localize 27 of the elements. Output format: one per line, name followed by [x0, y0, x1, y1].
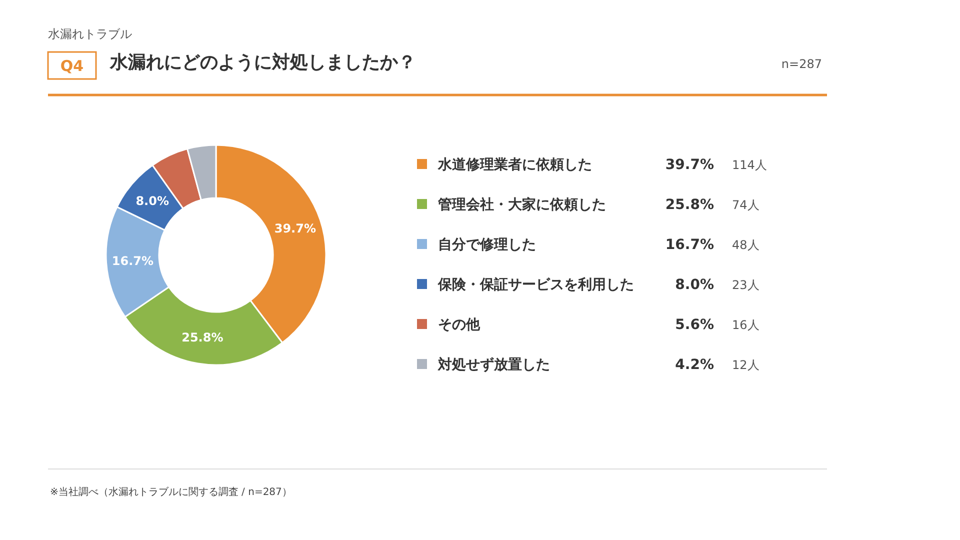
- text: 114人: [732, 158, 767, 172]
- data-label: 5.6%: [675, 317, 714, 333]
- legend-label: 自分で修理した: [438, 237, 536, 253]
- text: Q4: [60, 57, 84, 75]
- legend-label: 対処せず放置した: [437, 356, 550, 373]
- chart-subtitle: 水漏れトラブル: [48, 27, 132, 41]
- text: 12人: [732, 358, 760, 372]
- text: 16.7%: [665, 237, 714, 253]
- legend-label: 保険・保証サービスを利用した: [437, 276, 634, 293]
- text: 25.8%: [665, 197, 714, 213]
- data-label: 8.0%: [136, 194, 169, 208]
- text: 48人: [732, 238, 760, 252]
- data-label: 39.7%: [274, 221, 316, 236]
- data-label: 25.8%: [182, 330, 224, 344]
- legend-label: 管理会社・大家に依頼した: [437, 196, 606, 213]
- text: n=287: [781, 57, 822, 71]
- text: ※当社調べ（水漏れトラブルに関する調査 / n=287）: [50, 486, 292, 498]
- legend-label: 水道修理業者に依頼した: [437, 157, 592, 173]
- data-label: 4.2%: [675, 357, 714, 373]
- text: 16人: [732, 318, 760, 332]
- text: 23人: [732, 278, 760, 292]
- text: 8.0%: [675, 277, 714, 293]
- chart-title: 水漏れにどのように対処しましたか？: [109, 52, 416, 73]
- text: 39.7%: [665, 157, 714, 173]
- data-label: 16.7%: [112, 254, 154, 268]
- text: 74人: [732, 198, 760, 212]
- legend-label: その他: [438, 317, 481, 333]
